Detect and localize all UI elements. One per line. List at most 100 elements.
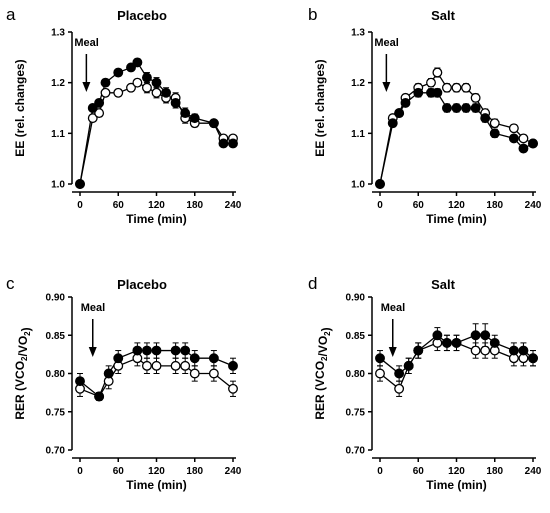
y-tick-label: 0.90 [46,293,66,304]
y-tick-label: 0.70 [46,446,66,457]
data-point-filled [518,345,529,356]
data-point-filled [218,138,229,149]
y-axis-label: EE (rel. changes) [313,59,327,156]
x-tick-label: 0 [77,466,83,477]
y-tick-label: 0.85 [346,331,366,342]
data-point-filled [375,353,385,364]
data-point-filled [470,103,481,113]
data-point-filled [170,345,181,356]
data-point-filled [151,77,162,88]
data-point-filled [113,353,124,364]
data-point-open [228,383,238,394]
y-axis-label: EE (rel. changes) [13,59,27,156]
data-point-open [470,345,481,356]
meal-arrow-head [382,82,391,92]
y-tick-label: 1.2 [351,78,365,89]
data-point-open [470,92,481,103]
data-point-filled [480,330,491,341]
data-point-filled [461,103,472,113]
x-tick-label: 120 [148,466,165,477]
data-point-open [480,345,491,356]
data-point-filled [451,337,462,348]
data-point-filled [394,368,405,379]
data-point-filled [100,77,111,88]
meal-arrow-head [88,347,97,357]
data-point-filled [87,103,98,113]
data-point-open [132,77,143,88]
data-point-filled [208,353,219,364]
y-tick-label: 0.70 [346,446,366,457]
x-tick-label: 60 [413,466,425,477]
data-point-filled [470,330,481,341]
y-tick-label: 0.75 [46,407,66,418]
data-point-filled [228,360,238,371]
chart-title: Salt [431,8,456,23]
meal-label: Meal [74,37,98,49]
x-tick-label: 0 [377,466,383,477]
data-point-filled [94,391,105,402]
data-point-filled [189,353,200,364]
x-tick-label: 120 [148,200,165,211]
data-point-filled [228,138,238,149]
data-point-open [126,82,136,93]
x-axis-label: Time (min) [426,478,486,492]
x-tick-label: 60 [413,200,425,211]
data-point-filled [141,72,152,83]
y-tick-label: 1.3 [51,28,65,39]
panel-d: d Salt 0.70 0.75 0.80 0.85 0.90 0 60 120 180 240 Tim… [308,274,542,492]
x-axis-label: Time (min) [126,478,186,492]
data-point-open [394,383,405,394]
data-point-filled [432,87,443,98]
panel-letter: b [308,5,317,24]
data-point-open [375,368,385,379]
data-point-filled [132,345,143,356]
y-tick-label: 0.80 [346,369,366,380]
data-point-open [94,108,105,119]
data-point-open [208,368,219,379]
x-tick-label: 180 [486,200,503,211]
data-point-filled [151,345,162,356]
data-point-filled [126,62,136,73]
data-point-filled [528,353,538,364]
x-tick-label: 180 [486,466,503,477]
data-point-filled [75,179,85,189]
y-tick-label: 1.0 [351,180,365,191]
y-tick-label: 1.2 [51,78,65,89]
panel-c: c Placebo 0.70 0.75 0.80 0.85 0.90 0 60 120 180 240… [6,274,242,492]
x-tick-label: 180 [186,466,203,477]
data-point-open [461,82,472,93]
data-point-filled [75,376,85,387]
y-tick-label: 1.3 [351,28,365,39]
data-point-filled [161,87,172,98]
data-point-filled [387,118,398,129]
x-axis-label: Time (min) [126,212,186,226]
data-point-filled [180,345,191,356]
x-axis-label: Time (min) [426,212,486,226]
x-tick-label: 120 [448,466,465,477]
data-point-filled [508,133,519,144]
x-tick-label: 0 [77,200,83,211]
data-point-filled [141,345,152,356]
data-point-filled [480,113,491,124]
data-point-open [432,67,443,78]
panel-letter: a [6,5,16,24]
y-tick-label: 1.0 [51,180,65,191]
data-point-filled [489,337,500,348]
meal-arrow-head [82,82,91,92]
meal-label: Meal [381,302,405,314]
data-point-open [518,133,529,144]
data-point-filled [180,108,191,119]
data-point-open [141,360,152,371]
data-point-filled [451,103,462,113]
x-tick-label: 60 [113,466,125,477]
data-point-filled [441,103,452,113]
data-point-open [441,82,452,93]
panel-a: a Placebo 1.0 1.1 1.2 1.3 0 60 120 180 240 Time (mi… [6,5,242,226]
x-tick-label: 240 [525,466,542,477]
data-point-filled [441,337,452,348]
meal-label: Meal [374,37,398,49]
data-point-open [170,360,181,371]
data-point-filled [394,108,405,119]
meal-arrow-head [388,347,397,357]
